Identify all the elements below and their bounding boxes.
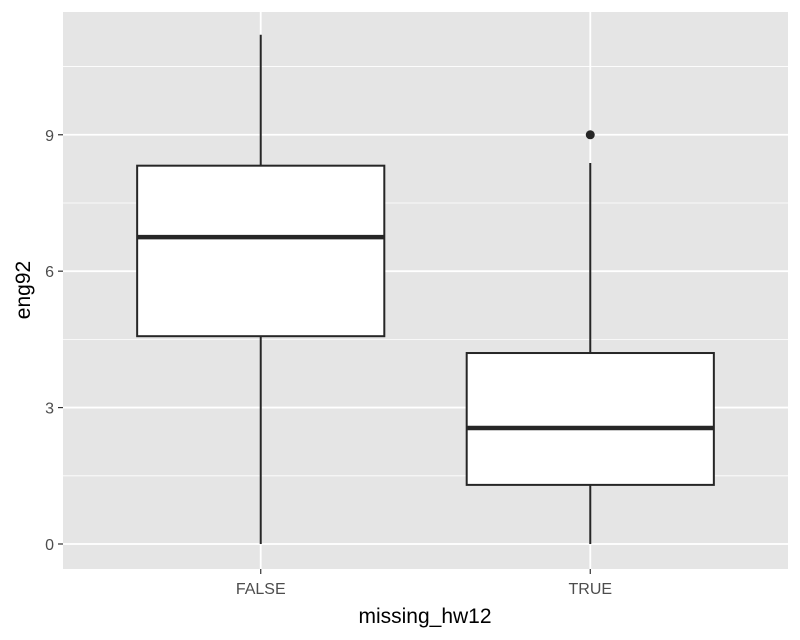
x-tick-label: TRUE (568, 581, 612, 598)
box-false (136, 34, 386, 544)
box-true (465, 130, 715, 544)
box-series (136, 34, 715, 544)
box-iqr (136, 164, 386, 338)
x-tick-label: FALSE (236, 581, 286, 598)
y-axis-title: eng92 (12, 261, 35, 319)
y-tick-label: 9 (45, 128, 54, 145)
y-tick-label: 6 (45, 264, 54, 281)
outlier-point (585, 130, 595, 140)
y-axis: 0 3 6 9 (45, 128, 63, 554)
y-tick-label: 3 (45, 401, 54, 418)
box-iqr (465, 352, 715, 486)
y-tick-label: 0 (45, 537, 54, 554)
x-axis-title: missing_hw12 (358, 605, 491, 628)
x-axis: FALSE TRUE (236, 569, 612, 598)
